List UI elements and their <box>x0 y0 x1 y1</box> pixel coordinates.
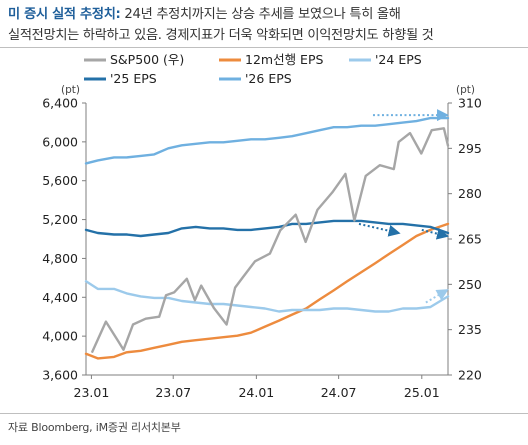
legend-label-3: '25 EPS <box>110 71 157 86</box>
x-tick-label: 24.01 <box>238 385 274 400</box>
y-left-tick-label: 5,600 <box>42 173 78 188</box>
series-line-4 <box>84 116 450 165</box>
y-left-tick-label: 5,200 <box>42 212 78 227</box>
x-tick-label: 24.07 <box>321 385 357 400</box>
y-right-tick-label: 220 <box>458 368 482 383</box>
source-divider <box>0 413 528 414</box>
title-line-2: 실적전망치는 하락하고 있음. 경제지표가 더욱 악화되면 이익전망치도 하향될… <box>8 28 434 43</box>
chart-title: 미 증시 실적 추정치: 24년 추정치까지는 상승 추세를 보였으나 특히 올… <box>8 4 520 46</box>
series-line-2 <box>84 280 450 313</box>
y-left-tick-label: 6,000 <box>42 134 78 149</box>
y-right-unit: (pt) <box>456 84 475 96</box>
y-left-tick-label: 6,400 <box>42 96 78 111</box>
y-right-tick-label: 250 <box>458 277 482 292</box>
x-tick-label: 23.01 <box>74 385 110 400</box>
title-line-1: 24년 추정치까지는 상승 추세를 보였으나 특히 올해 <box>120 7 401 22</box>
y-right-tick-label: 265 <box>458 232 482 247</box>
series-line-3 <box>84 219 450 238</box>
y-left-tick-label: 4,400 <box>42 290 78 305</box>
x-tick-label: 25.01 <box>404 385 440 400</box>
trend-arrow-3 <box>425 289 449 304</box>
legend-label-4: '26 EPS <box>245 71 292 86</box>
y-left-tick-label: 3,600 <box>42 368 78 383</box>
y-left-unit: (pt) <box>61 84 80 96</box>
series-line-0 <box>91 127 450 353</box>
y-left-tick-label: 4,800 <box>42 251 78 266</box>
y-right-tick-label: 235 <box>458 322 482 337</box>
y-right-tick-label: 310 <box>458 96 482 111</box>
legend-label-2: '24 EPS <box>375 52 422 67</box>
legend-label-1: 12m선행 EPS <box>245 52 323 67</box>
series-line-1 <box>84 222 450 360</box>
legend-label-0: S&P500 (우) <box>110 52 184 67</box>
x-tick-label: 23.07 <box>155 385 191 400</box>
y-left-tick-label: 4,000 <box>42 329 78 344</box>
trend-arrow-1 <box>358 222 401 237</box>
y-right-tick-label: 295 <box>458 141 482 156</box>
y-right-tick-label: 280 <box>458 186 482 201</box>
source-note: 자료 Bloomberg, iM증권 리서치본부 <box>8 421 181 434</box>
title-divider <box>0 47 528 48</box>
title-head: 미 증시 실적 추정치: <box>8 7 121 22</box>
